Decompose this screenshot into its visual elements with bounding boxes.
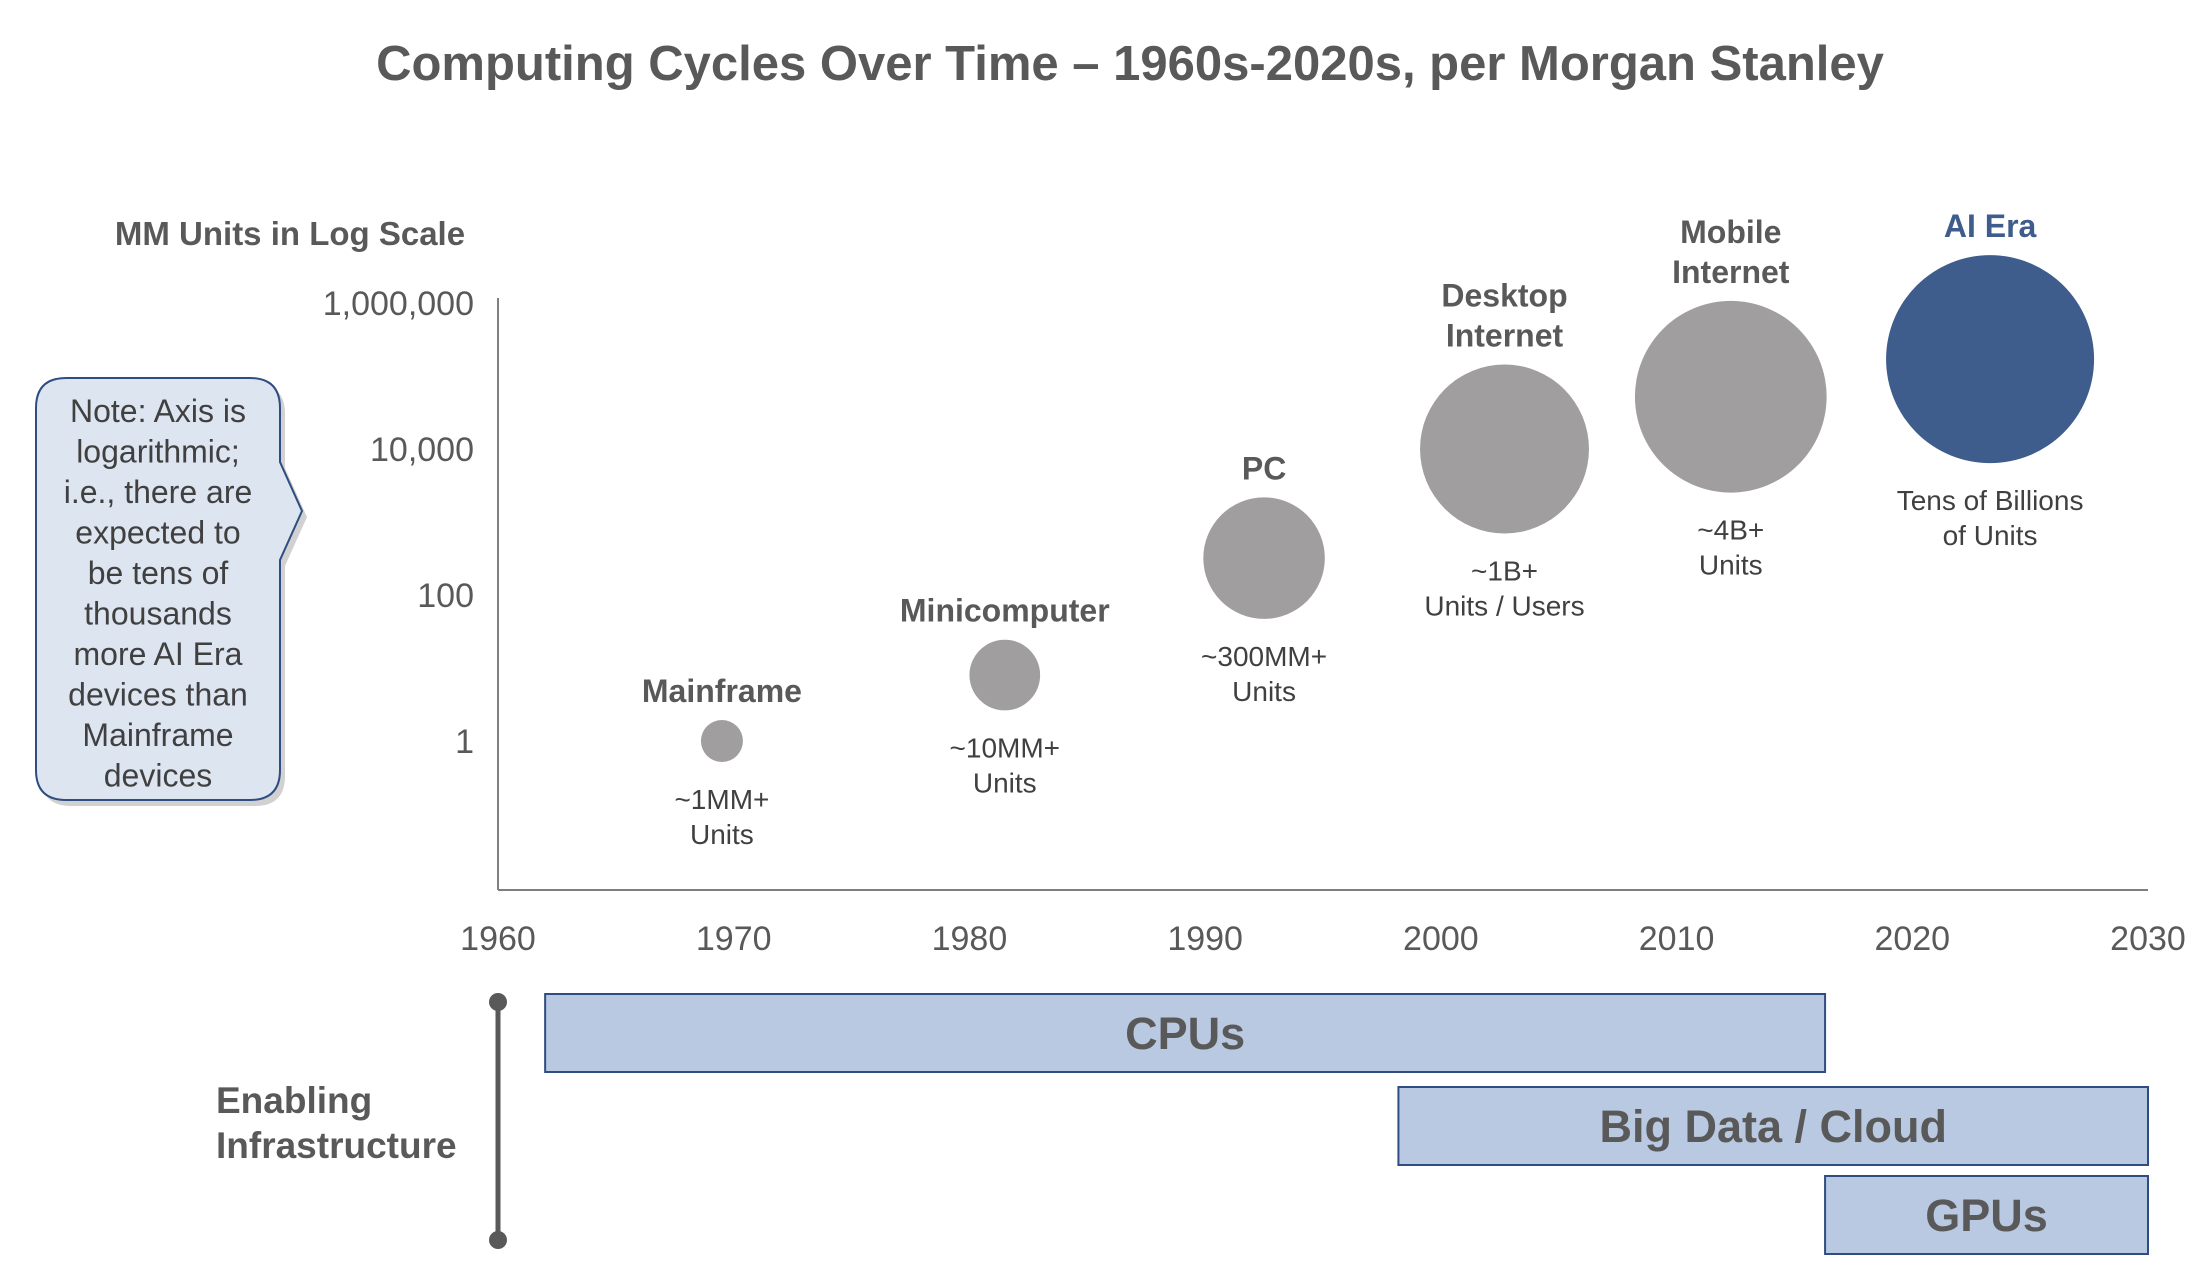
infra-bar [544, 993, 1827, 1073]
note-text-line: Mainframe [82, 717, 233, 753]
era-name-label: Minicomputer [900, 593, 1110, 629]
note-text-line: devices [104, 758, 213, 794]
era-name-label: PC [1242, 450, 1286, 486]
x-tick-label: 2020 [1874, 920, 1950, 958]
x-tick-label: 1970 [696, 920, 772, 958]
era-name-label: Desktop [1441, 278, 1567, 314]
era-units-label: Units [1699, 550, 1763, 581]
era-bubble [1886, 255, 2095, 464]
era-units-label: Units [690, 819, 754, 850]
era-units-label: Units / Users [1424, 590, 1584, 621]
x-tick-label: 2030 [2110, 920, 2186, 958]
x-tick-label: 2010 [1639, 920, 1715, 958]
era-name-label: Internet [1446, 318, 1564, 354]
era-bubble [1420, 364, 1589, 534]
era-bubble [700, 720, 743, 762]
note-text-line: Note: Axis is [70, 393, 246, 429]
infra-bar-label: Big Data / Cloud [1599, 1101, 1947, 1152]
era-name-label: AI Era [1944, 208, 2037, 244]
era-units-label: Tens of Billions [1897, 485, 2084, 516]
infra-bar [1397, 1086, 2149, 1166]
note-text-line: expected to [75, 515, 240, 551]
x-tick-label: 1990 [1167, 920, 1243, 958]
era-name-label: Mobile [1680, 214, 1781, 250]
era-units-label: of Units [1943, 520, 2038, 551]
era-name-label: Internet [1672, 254, 1790, 290]
infra-bracket-top-dot [489, 993, 507, 1011]
era-bubble [1203, 497, 1325, 619]
era-bubble [969, 639, 1041, 711]
era-name-label: Mainframe [642, 673, 802, 709]
infra-bar [1824, 1175, 2149, 1255]
note-text-line: be tens of [88, 555, 229, 591]
y-axis-title: MM Units in Log Scale [115, 215, 465, 252]
era-units-label: ~10MM+ [950, 732, 1061, 763]
era-bubble [1634, 300, 1827, 493]
era-units-label: ~4B+ [1697, 515, 1764, 546]
era-units-label: ~1B+ [1471, 555, 1538, 586]
y-tick-label: 100 [417, 577, 474, 615]
x-tick-label: 1960 [460, 920, 536, 958]
x-tick-label: 1980 [932, 920, 1008, 958]
infra-bracket-bottom-dot [489, 1231, 507, 1249]
note-text-line: devices than [68, 677, 248, 713]
note-callout [35, 377, 304, 801]
y-tick-label: 1 [455, 723, 474, 761]
note-text-line: logarithmic; [76, 434, 240, 470]
infra-bar-label: CPUs [1125, 1008, 1245, 1059]
note-text-line: i.e., there are [64, 474, 253, 510]
era-units-label: Units [1232, 676, 1296, 707]
note-text-line: more AI Era [74, 636, 243, 672]
x-tick-label: 2000 [1403, 920, 1479, 958]
note-text-line: thousands [84, 596, 232, 632]
chart-title: Computing Cycles Over Time – 1960s-2020s… [376, 37, 1884, 91]
infra-title-line: Infrastructure [216, 1125, 457, 1166]
infra-bar-label: GPUs [1925, 1190, 2048, 1241]
y-tick-label: 1,000,000 [323, 285, 474, 323]
era-units-label: Units [973, 767, 1037, 798]
y-tick-label: 10,000 [370, 431, 474, 469]
plot-area: 1,000,000 10,000 100 1 1960 1970 1980 1990 2000 2… [35, 208, 2186, 1255]
era-units-label: ~300MM+ [1201, 641, 1327, 672]
era-units-label: ~1MM+ [674, 784, 769, 815]
infra-title-line: Enabling [216, 1080, 372, 1121]
